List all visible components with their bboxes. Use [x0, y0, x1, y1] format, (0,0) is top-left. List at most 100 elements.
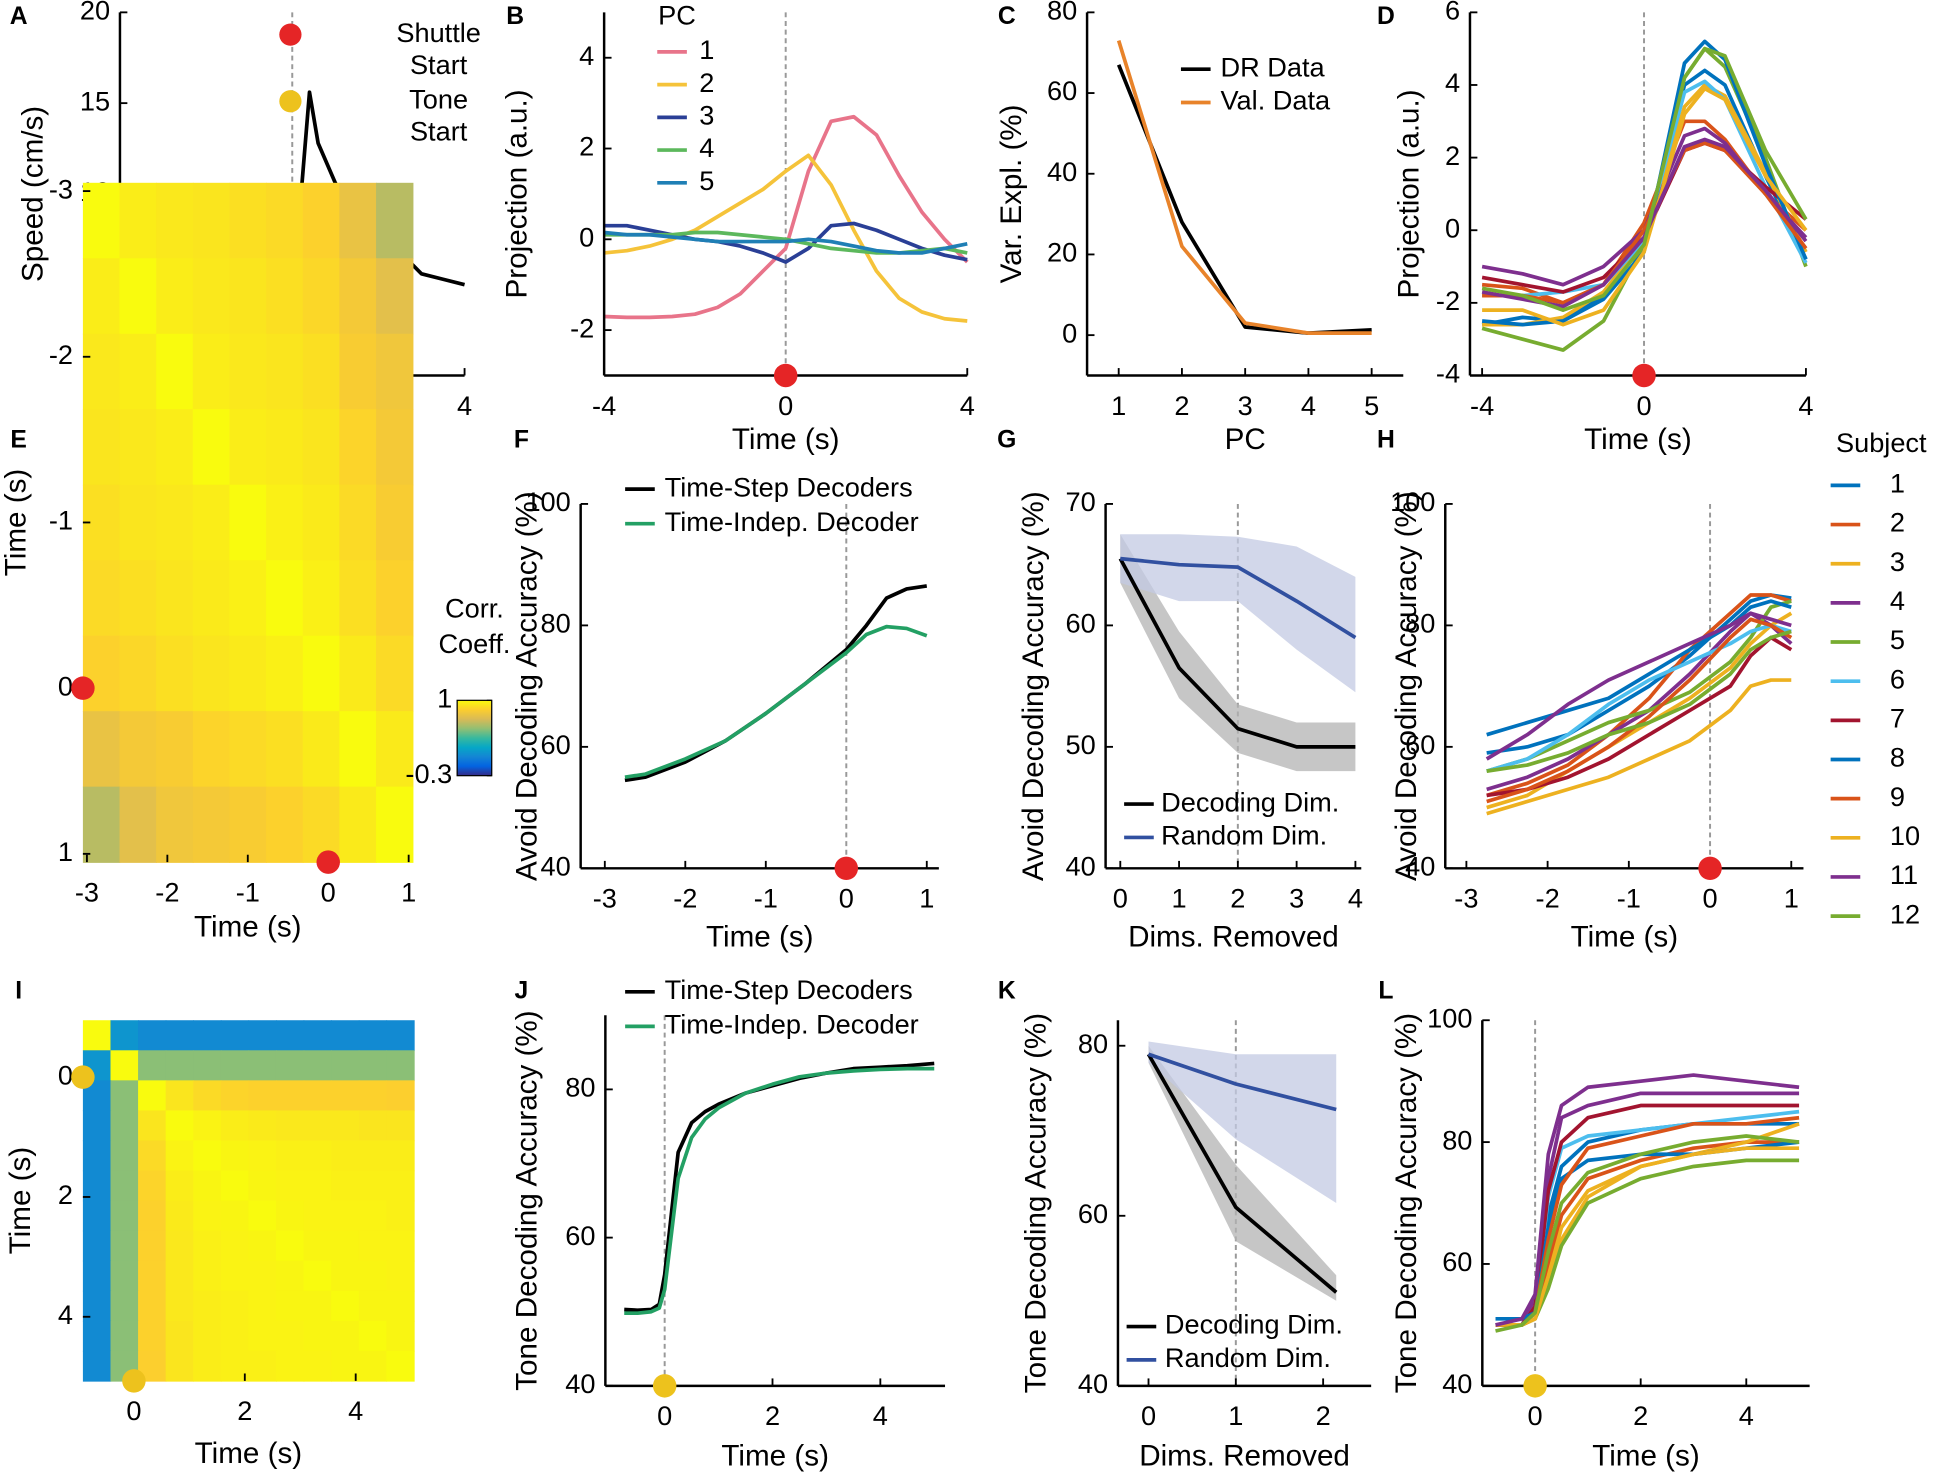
heatmap-cell — [82, 1230, 112, 1262]
heatmap-cell — [339, 333, 377, 410]
heatmap-cell — [165, 1290, 194, 1322]
confidence-band — [1148, 1045, 1337, 1301]
x-tick-label: -2 — [673, 883, 697, 914]
colorbar-tick-label: 1 — [437, 682, 452, 713]
heatmap-cell — [275, 1050, 305, 1082]
heatmap-cell — [275, 1080, 305, 1112]
legend-label: Shuttle — [396, 17, 481, 48]
heatmap-cell — [248, 1170, 277, 1202]
heatmap-cell — [303, 1110, 332, 1142]
x-tick-label: 0 — [321, 876, 336, 907]
heatmap-cell — [275, 1260, 305, 1292]
heatmap-cell — [275, 1200, 305, 1232]
heatmap-cell — [110, 1260, 139, 1292]
heatmap-cell — [386, 1320, 415, 1352]
legend-label: 3 — [1890, 546, 1905, 577]
heatmap-cell — [192, 484, 231, 561]
y-tick-label: 0 — [58, 1059, 73, 1090]
heatmap-cell — [358, 1350, 388, 1382]
heatmap-cell — [82, 711, 121, 788]
data-line — [1486, 623, 1792, 773]
heatmap-cell — [165, 1200, 194, 1232]
heatmap-cell — [220, 1260, 250, 1292]
heatmap-cell — [266, 409, 304, 486]
heatmap-cell — [138, 1020, 167, 1052]
heatmap-cell — [275, 1290, 305, 1322]
heatmap-cell — [138, 1230, 167, 1262]
legend-label: Val. Data — [1220, 85, 1331, 116]
heatmap-cell — [193, 1020, 222, 1052]
legend-label: Random Dim. — [1161, 820, 1327, 851]
heatmap-cell — [119, 635, 157, 712]
x-tick-label: -2 — [155, 876, 179, 907]
y-tick-label: 20 — [1047, 237, 1077, 268]
heatmap-cell — [165, 1080, 194, 1112]
heatmap-cell — [275, 1230, 305, 1262]
heatmap-cell — [339, 182, 377, 260]
heatmap-cell — [165, 1050, 194, 1082]
heatmap-cell — [82, 1110, 112, 1142]
heatmap-cell — [275, 1320, 305, 1352]
event-marker — [316, 850, 340, 874]
data-line — [1486, 593, 1792, 798]
x-tick-label: -1 — [236, 876, 260, 907]
heatmap-cell — [303, 1200, 332, 1232]
heatmap-cell — [156, 560, 194, 637]
heatmap-cell — [138, 1290, 167, 1322]
x-tick-label: 1 — [1172, 883, 1187, 914]
heatmap-cell — [302, 258, 341, 335]
y-tick-label: 60 — [1405, 729, 1435, 760]
heatmap-cell — [82, 560, 121, 637]
data-line — [1486, 599, 1792, 737]
panel-letter: J — [515, 977, 529, 1004]
heatmap-cell — [82, 1320, 112, 1352]
y-tick-label: 80 — [1405, 608, 1435, 639]
heatmap-cell — [192, 182, 231, 260]
data-line — [1495, 1134, 1800, 1333]
heatmap-cell — [119, 711, 157, 788]
y-tick-label: 40 — [1442, 1368, 1472, 1399]
x-tick-label: 4 — [1739, 1400, 1754, 1431]
heatmap-cell — [331, 1290, 360, 1322]
heatmap-cell — [386, 1260, 415, 1292]
heatmap-cell — [248, 1050, 277, 1082]
heatmap-cell — [266, 333, 304, 410]
y-tick-label: 70 — [1066, 486, 1096, 517]
heatmap-cell — [220, 1290, 250, 1322]
heatmap-cell — [302, 711, 341, 788]
heatmap-cell — [386, 1290, 415, 1322]
heatmap-cell — [193, 1200, 222, 1232]
y-tick-label: 100 — [525, 486, 570, 517]
event-marker — [1632, 363, 1656, 388]
heatmap-cell — [339, 258, 377, 335]
heatmap-cell — [82, 409, 121, 486]
event-marker — [1698, 856, 1722, 881]
data-line — [1120, 556, 1357, 640]
x-tick-label: -4 — [592, 390, 616, 421]
heatmap-cell — [331, 1080, 360, 1112]
heatmap-cell — [331, 1260, 360, 1292]
heatmap-cell — [220, 1140, 250, 1172]
heatmap-cell — [119, 333, 157, 410]
heatmap-cell — [331, 1230, 360, 1262]
heatmap-cell — [220, 1170, 250, 1202]
heatmap-cell — [275, 1020, 305, 1052]
legend-label: 10 — [1890, 820, 1920, 851]
heatmap-cell — [302, 635, 341, 712]
x-tick-label: 0 — [1528, 1400, 1543, 1431]
x-tick-label: -1 — [754, 883, 778, 914]
x-tick-label: 1 — [919, 883, 934, 914]
x-tick-label: -2 — [1536, 883, 1560, 914]
y-axis-label: Time (s) — [4, 1147, 37, 1255]
heatmap-cell — [303, 1050, 332, 1082]
heatmap-cell — [302, 409, 341, 486]
data-line — [1118, 557, 1356, 749]
x-axis-label: Dims. Removed — [1128, 921, 1339, 954]
heatmap-cell — [303, 1140, 332, 1172]
heatmap-cell — [138, 1050, 167, 1082]
heatmap-cell — [82, 258, 121, 335]
heatmap-cell — [331, 1140, 360, 1172]
heatmap-cell — [193, 1110, 222, 1142]
heatmap-cell — [138, 1140, 167, 1172]
data-line — [624, 1061, 935, 1313]
